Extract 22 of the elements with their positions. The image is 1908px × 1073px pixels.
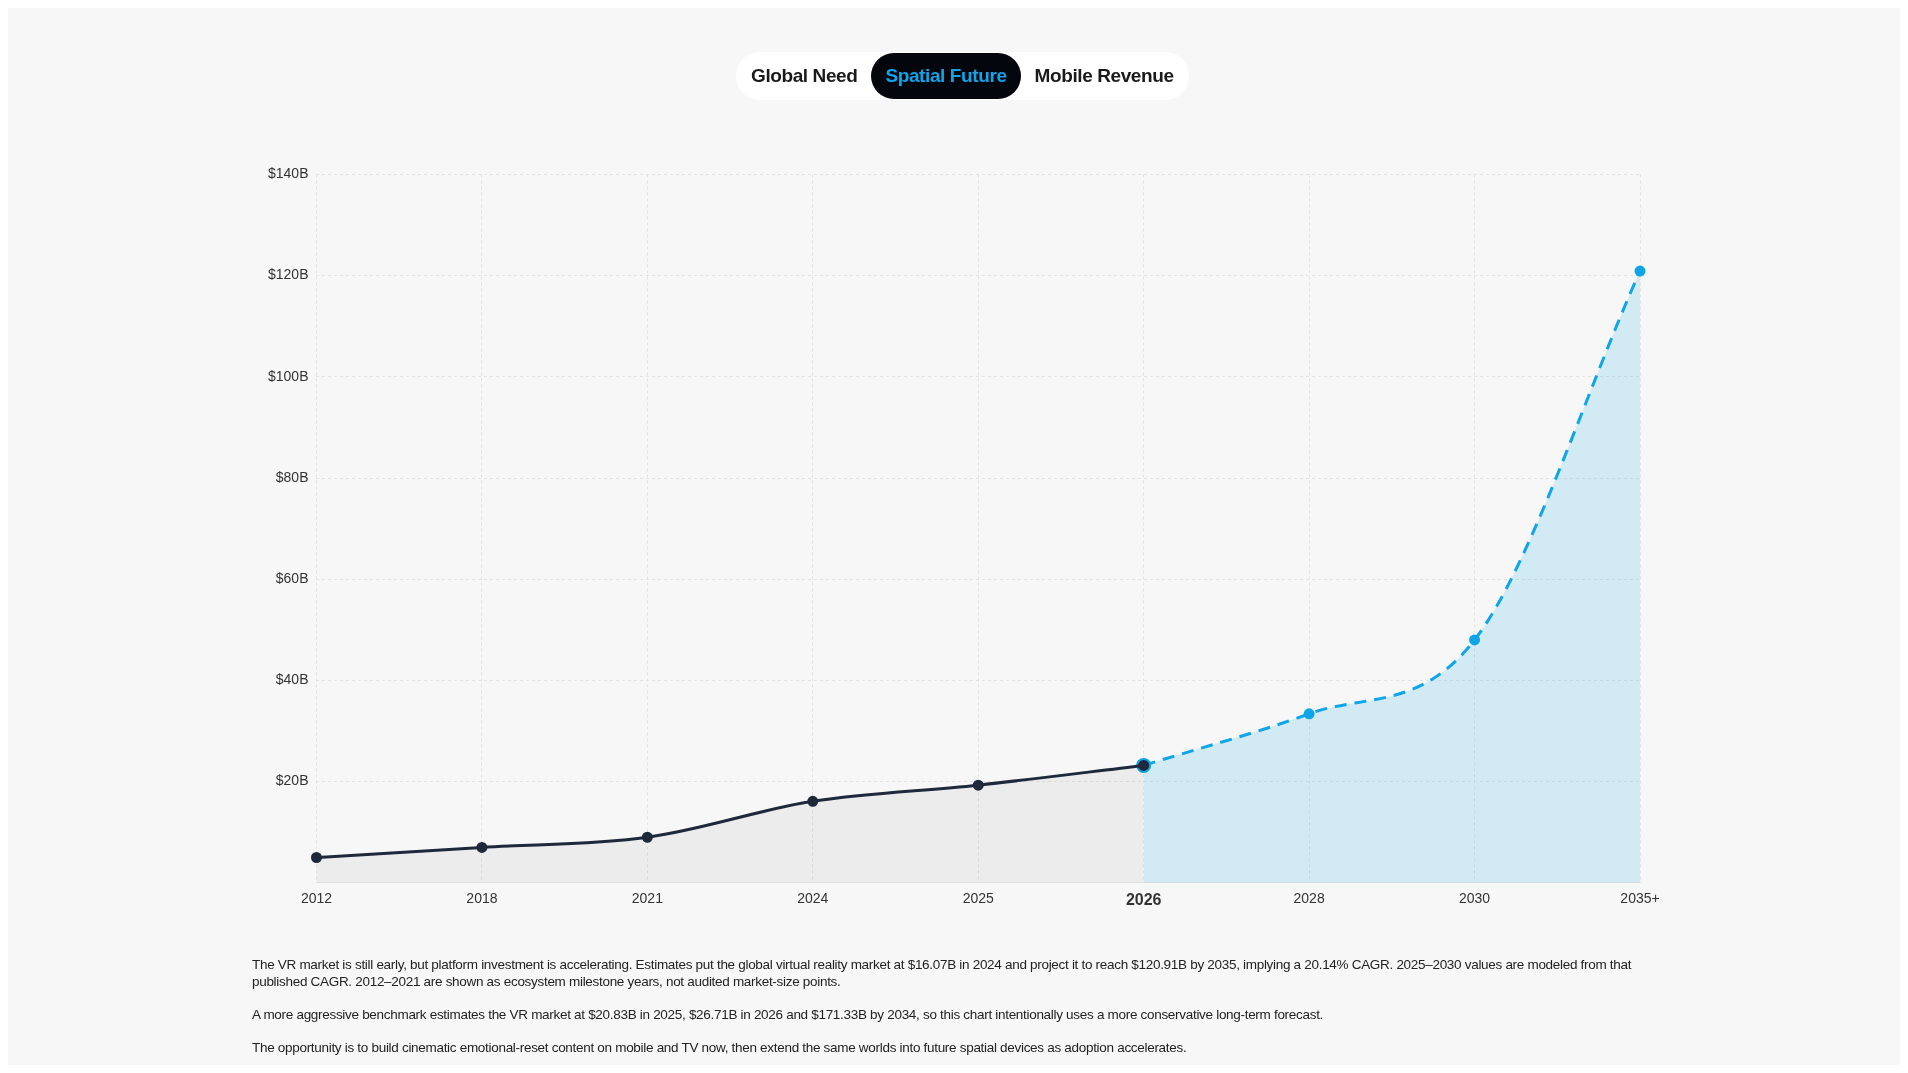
y-tick-label: $40B [275,671,309,688]
y-tick-label: $120B [268,266,309,283]
x-tick-label: 2025 [962,890,995,907]
x-tick-label: 2024 [797,890,829,907]
x-tick-label: 2021 [631,890,664,907]
text: The VR market is still early, but platform investment is accelerating. Estimates put the global virtual reality market at $16.07B in 2024 and project it to reach $120.91B by 2035, implying a 20.14% CAGR. 2025–2030 values are modeled from that published CAGR. 2012–2021 are shown as ecosystem milestone years, not audited market-size points. [252,956,1633,990]
y-tick-label: $20B [275,772,309,789]
y-tick-label: $140B [268,165,309,182]
x-tick-label: 2035+ [1620,890,1660,907]
y-tick-label: $60B [275,570,309,587]
y-tick-label: $80B [275,468,309,485]
x-tick-label: 2028 [1293,890,1325,907]
text: Mobile Revenue [1033,64,1175,88]
x-tick-label: 2026 [1125,890,1162,908]
x-tick-label: 2018 [466,890,498,907]
text: Global Need [750,64,859,88]
y-tick-label: $100B [268,367,309,384]
x-tick-label: 2012 [300,890,333,907]
text: Spatial Future [871,53,1021,99]
x-tick-label: 2030 [1458,890,1491,907]
text: A more aggressive benchmark estimates the VR market at $20.83B in 2025, $26.71B in 2026 and $171.33B by 2034, so this chart intentionally uses a more conservative long-term forecast. [252,1006,1325,1023]
text: The opportunity is to build cinematic emotional-reset content on mobile and TV now, then extend the same worlds into future spatial devices as adoption accelerates. [252,1039,1188,1056]
